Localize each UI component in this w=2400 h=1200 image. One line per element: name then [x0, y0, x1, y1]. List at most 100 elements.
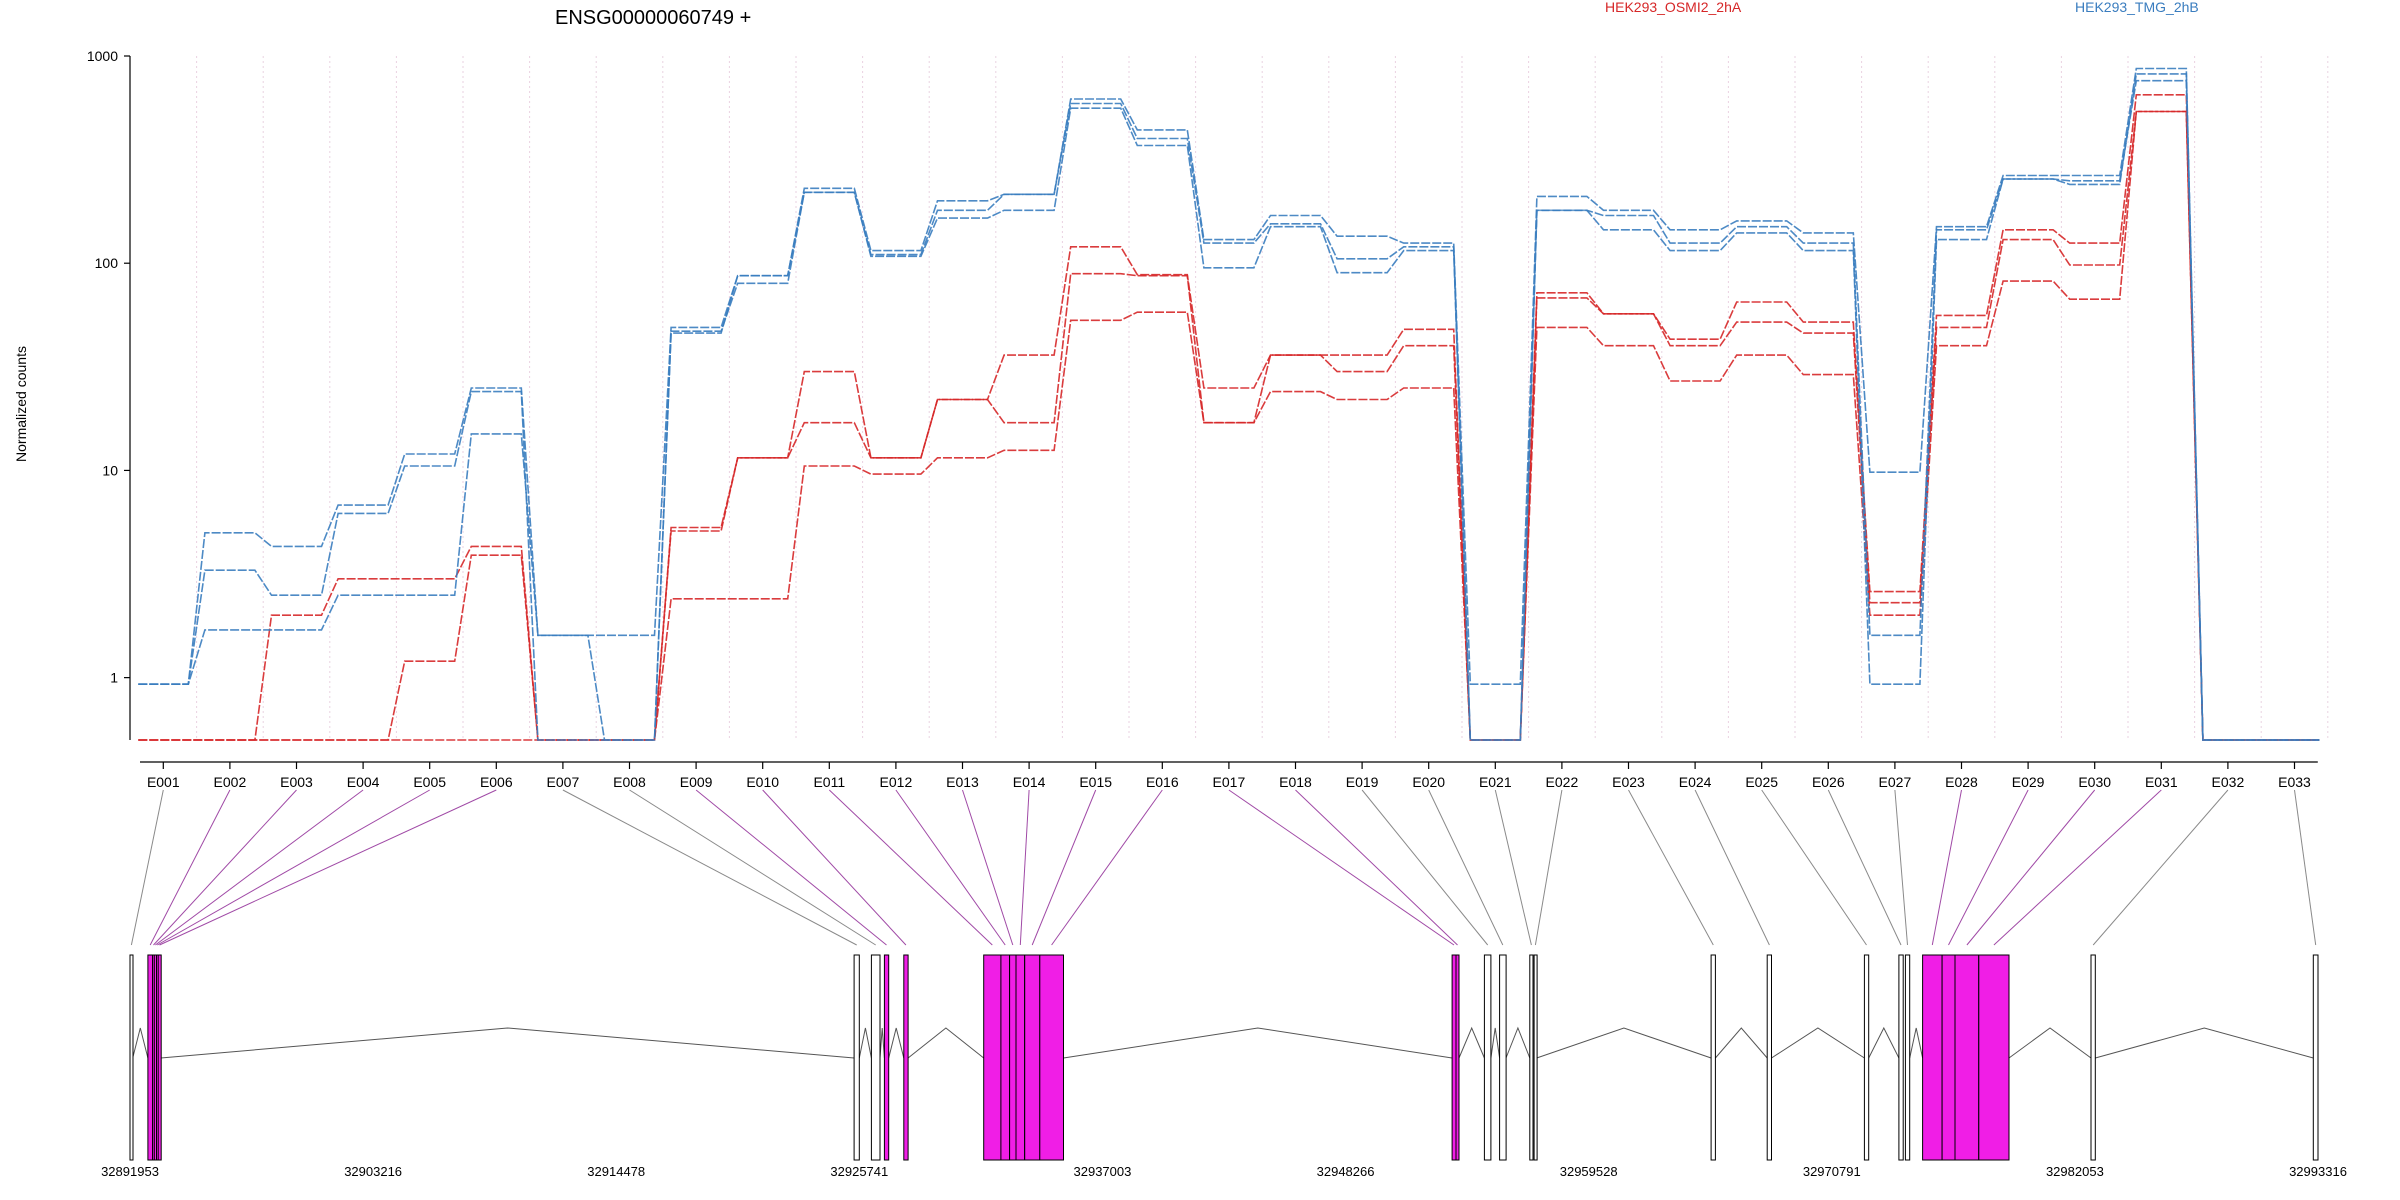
exon-block	[1766, 954, 1772, 1161]
coordinate-label: 32993316	[2289, 1164, 2347, 1179]
x-tick-label: E002	[214, 774, 247, 790]
intron-line	[1715, 1027, 1768, 1059]
series-line	[138, 94, 2320, 741]
exon-block	[883, 954, 890, 1161]
gene-model: 32891953 32903216 32914478 32925741 32937003…	[101, 954, 2347, 1179]
legend-entry-osmi2: HEK293_OSMI2_2hA	[1605, 0, 1742, 15]
series-line	[138, 110, 2320, 741]
plot-grid	[129, 56, 2329, 740]
exon-connector	[2294, 789, 2317, 946]
exon-block	[1898, 954, 1904, 1161]
exon-connector	[1894, 789, 1908, 946]
exon-connector	[149, 789, 231, 946]
coordinate-label: 32914478	[587, 1164, 645, 1179]
intron-line	[1771, 1027, 1865, 1059]
x-tick-label: E024	[1679, 774, 1712, 790]
intron-line	[160, 1027, 855, 1059]
exon-connector	[1361, 789, 1489, 946]
x-tick-label: E027	[1879, 774, 1912, 790]
exon-block	[1941, 954, 1956, 1161]
coordinate-label: 32948266	[1317, 1164, 1375, 1179]
x-tick-label: E009	[680, 774, 713, 790]
x-tick-label: E012	[880, 774, 913, 790]
x-tick-label: E031	[2145, 774, 2178, 790]
exon-block	[1499, 954, 1507, 1161]
legend-entry-tmg: HEK293_TMG_2hB	[2075, 0, 2199, 15]
exon-connector	[895, 789, 1006, 946]
intron-line	[879, 1027, 885, 1059]
x-tick-label: E023	[1612, 774, 1645, 790]
exon-connector	[1228, 789, 1455, 946]
x-tick-label: E016	[1146, 774, 1179, 790]
exon-block	[1009, 954, 1017, 1161]
intron-line	[888, 1027, 905, 1059]
x-tick-label: E017	[1213, 774, 1246, 790]
exon-block	[129, 954, 134, 1161]
exon-connector	[1295, 789, 1458, 946]
coordinate-label: 32982053	[2046, 1164, 2104, 1179]
exon-connector	[1628, 789, 1714, 946]
x-tick-label: E008	[613, 774, 646, 790]
exon-connector	[1494, 789, 1532, 946]
x-tick-label: E011	[813, 774, 845, 790]
exon-block	[1451, 954, 1457, 1161]
exon-block	[2312, 954, 2319, 1161]
exon-block	[870, 954, 881, 1161]
series-line	[138, 110, 2320, 741]
exon-connector	[1993, 789, 2162, 946]
series-line	[138, 73, 2320, 741]
series-line	[138, 67, 2320, 741]
x-tick-label: E019	[1346, 774, 1379, 790]
intron-line	[1536, 1027, 1712, 1059]
exon-block	[1483, 954, 1492, 1161]
exon-connector	[629, 789, 876, 946]
x-tick-label: E032	[2212, 774, 2245, 790]
x-tick-label: E015	[1079, 774, 1112, 790]
intron-line	[2008, 1027, 2092, 1059]
y-tick-label: 1	[110, 670, 118, 686]
x-tick-label: E022	[1546, 774, 1579, 790]
exon-connector	[828, 789, 993, 946]
intron-line	[1868, 1026, 1900, 1059]
exon-block	[1024, 954, 1041, 1161]
exon-block	[1922, 954, 1943, 1161]
intron-line	[1490, 1027, 1501, 1059]
x-tick-label: E033	[2278, 774, 2311, 790]
exon-block	[903, 954, 909, 1161]
exon-connector	[159, 789, 497, 946]
chart-title: ENSG00000060749 +	[555, 7, 751, 29]
exon-block	[1015, 954, 1026, 1161]
exon-block	[1529, 954, 1534, 1161]
exon-connector	[1966, 789, 2096, 946]
exon-connectors	[130, 789, 2317, 946]
exon-connector	[153, 789, 297, 946]
exon-block	[1455, 954, 1460, 1161]
exon-connector	[1931, 789, 1962, 946]
x-tick-label: E021	[1479, 774, 1512, 790]
exon-connector	[155, 789, 364, 946]
exon-block	[1710, 954, 1716, 1161]
x-tick-label: E004	[347, 774, 380, 790]
x-tick-label: E030	[2078, 774, 2111, 790]
coordinate-label: 32970791	[1803, 1164, 1861, 1179]
series-line	[138, 79, 2320, 741]
exon-connector	[562, 789, 857, 946]
exon-block	[147, 954, 154, 1161]
x-tick-label: E025	[1745, 774, 1778, 790]
exon-block	[1904, 954, 1911, 1161]
exon-block	[1863, 954, 1870, 1161]
x-tick-label: E001	[147, 774, 180, 790]
x-tick-label: E013	[946, 774, 979, 790]
exon-connector	[1428, 789, 1504, 946]
y-tick-label: 100	[95, 255, 119, 271]
y-tick-label: 1000	[87, 48, 118, 64]
x-tick-label: E006	[480, 774, 513, 790]
exon-block	[1978, 954, 2010, 1161]
exon-block	[1954, 954, 1980, 1161]
exon-connector	[130, 789, 164, 946]
plot-series	[138, 67, 2320, 741]
x-tick-label: E028	[1945, 774, 1978, 790]
exon-connector	[1827, 789, 1902, 946]
exon-connector	[1051, 789, 1163, 946]
